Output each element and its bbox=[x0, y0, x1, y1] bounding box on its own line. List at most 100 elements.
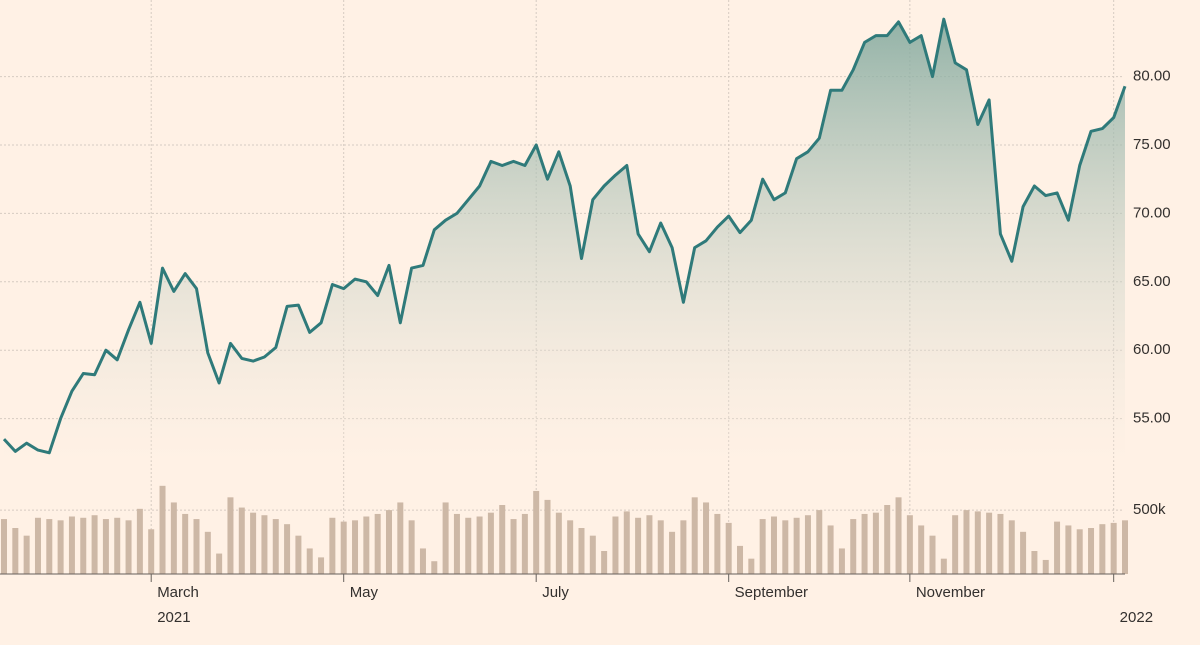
volume-bar bbox=[374, 513, 381, 574]
volume-bar bbox=[216, 553, 223, 574]
volume-bar bbox=[68, 516, 75, 574]
volume-bar bbox=[657, 520, 664, 574]
volume-bar bbox=[114, 517, 121, 574]
volume-bar bbox=[329, 517, 336, 574]
volume-bar bbox=[1076, 529, 1083, 574]
volume-bar bbox=[465, 517, 472, 574]
volume-bar bbox=[816, 510, 823, 574]
volume-bar bbox=[46, 519, 53, 574]
volume-bar bbox=[238, 507, 245, 574]
volume-bar bbox=[759, 519, 766, 574]
volume-bar bbox=[1110, 522, 1117, 574]
volume-bar bbox=[521, 513, 528, 574]
volume-bar bbox=[974, 511, 981, 574]
volume-bar bbox=[1020, 531, 1027, 574]
volume-bar bbox=[544, 499, 551, 574]
volume-bar bbox=[827, 525, 834, 574]
volume-bar bbox=[691, 497, 698, 574]
volume-bar bbox=[770, 516, 777, 574]
volume-bar bbox=[680, 520, 687, 574]
volume-bar bbox=[1, 519, 7, 574]
volume-bar bbox=[136, 508, 143, 574]
volume-bar bbox=[193, 519, 200, 574]
volume-bar bbox=[714, 513, 721, 574]
volume-bar bbox=[850, 519, 857, 574]
volume-bar bbox=[261, 515, 268, 574]
x-tick-label: September bbox=[735, 584, 808, 601]
volume-bar bbox=[510, 519, 517, 574]
volume-bar bbox=[623, 511, 630, 574]
volume-bar bbox=[669, 531, 676, 574]
y-tick-label: 55.00 bbox=[1133, 410, 1171, 427]
y-tick-label: 75.00 bbox=[1133, 136, 1171, 153]
year-label: 2022 bbox=[1120, 609, 1153, 626]
volume-bar bbox=[125, 520, 132, 574]
y-tick-label: 500k bbox=[1133, 501, 1166, 518]
y-tick-label: 60.00 bbox=[1133, 341, 1171, 358]
volume-bar bbox=[635, 517, 642, 574]
volume-bar bbox=[397, 502, 404, 574]
volume-bar bbox=[284, 524, 291, 574]
volume-bar bbox=[1099, 524, 1106, 574]
volume-bar bbox=[306, 548, 313, 574]
volume-bar bbox=[918, 525, 925, 574]
volume-bar bbox=[940, 558, 947, 574]
volume-bar bbox=[646, 515, 653, 574]
volume-bar bbox=[57, 520, 64, 574]
volume-bar bbox=[487, 512, 494, 574]
volume-bar bbox=[419, 548, 426, 574]
volume-bar bbox=[340, 521, 347, 574]
volume-bar bbox=[895, 497, 902, 574]
volume-bar bbox=[782, 520, 789, 574]
volume-bar bbox=[1122, 520, 1128, 574]
x-tick-label: July bbox=[542, 584, 569, 601]
year-label: 2021 bbox=[157, 609, 190, 626]
volume-bar bbox=[725, 522, 732, 574]
volume-bar bbox=[442, 502, 449, 574]
volume-bar bbox=[318, 557, 325, 574]
volume-bar bbox=[250, 512, 257, 574]
volume-bar bbox=[385, 510, 392, 574]
price-line bbox=[2, 17, 1127, 455]
volume-bar bbox=[80, 517, 87, 574]
volume-bar bbox=[204, 531, 211, 574]
volume-bar bbox=[170, 502, 177, 574]
volume-bar bbox=[567, 520, 574, 574]
volume-bar bbox=[227, 497, 234, 574]
volume-bar bbox=[1054, 521, 1061, 574]
volume-bar bbox=[533, 490, 540, 574]
volume-bar bbox=[737, 545, 744, 574]
volume-bar bbox=[612, 516, 619, 574]
volume-bar bbox=[431, 561, 438, 574]
x-tick-label: November bbox=[916, 584, 985, 601]
volume-bar bbox=[748, 558, 755, 574]
volume-bar bbox=[34, 517, 41, 574]
volume-bar bbox=[906, 515, 913, 574]
x-tick-label: May bbox=[350, 584, 379, 601]
volume-bar bbox=[295, 535, 302, 574]
volume-bar bbox=[23, 535, 30, 574]
volume-bar bbox=[601, 551, 608, 574]
volume-bar bbox=[453, 513, 460, 574]
volume-bar bbox=[102, 519, 109, 574]
volume-bar bbox=[148, 529, 155, 574]
volume-bar bbox=[986, 512, 993, 574]
volume-bar bbox=[884, 505, 891, 574]
volume-bar bbox=[793, 517, 800, 574]
volume-bar bbox=[929, 535, 936, 574]
volume-bar bbox=[1031, 551, 1038, 574]
volume-bar bbox=[1065, 525, 1072, 574]
volume-bar bbox=[408, 520, 415, 574]
volume-bar bbox=[861, 513, 868, 574]
volume-bar bbox=[159, 485, 166, 574]
volume-bar bbox=[703, 502, 710, 574]
volume-bar bbox=[499, 505, 506, 574]
volume-bar bbox=[804, 515, 811, 574]
volume-bar bbox=[1008, 520, 1015, 574]
volume-bar bbox=[963, 510, 970, 574]
x-tick-label: March bbox=[157, 584, 199, 601]
volume-bar bbox=[476, 516, 483, 574]
volume-bar bbox=[589, 535, 596, 574]
